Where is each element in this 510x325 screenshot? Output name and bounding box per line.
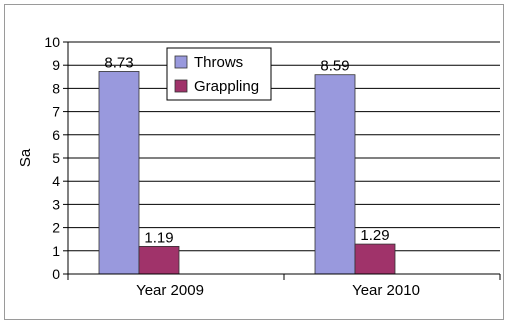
y-tick-label: 1 — [52, 243, 60, 259]
bar-throws-year-2010 — [314, 74, 356, 275]
y-tick-label: 9 — [52, 57, 60, 73]
legend-swatch-throws — [174, 55, 188, 69]
bar-throws-year-2009 — [98, 71, 140, 275]
legend-swatch-grappling — [174, 79, 188, 93]
data-label: 8.59 — [320, 58, 349, 75]
y-tick-label: 5 — [52, 150, 60, 166]
y-tick-label: 4 — [52, 173, 60, 189]
data-labels: 8.73 1.19 8.59 1.29 — [104, 54, 389, 246]
y-tick-label: 0 — [52, 266, 60, 282]
x-tick-label: Year 2009 — [136, 282, 204, 299]
y-tick-labels: 0 1 2 3 4 5 6 7 8 9 10 — [44, 34, 60, 282]
legend: Throws Grappling — [166, 47, 272, 101]
bars — [98, 71, 396, 275]
data-label: 1.19 — [144, 229, 173, 246]
bar-grappling-year-2009 — [138, 245, 180, 275]
y-tick-label: 10 — [44, 34, 60, 50]
bar-grappling-year-2010 — [354, 243, 396, 275]
axes — [63, 41, 501, 280]
legend-label-grappling: Grappling — [194, 78, 259, 95]
y-tick-label: 7 — [52, 104, 60, 120]
legend-label-throws: Throws — [194, 54, 243, 71]
y-tick-label: 8 — [52, 80, 60, 96]
y-tick-label: 2 — [52, 220, 60, 236]
data-label: 1.29 — [360, 227, 389, 244]
y-tick-label: 6 — [52, 127, 60, 143]
data-label: 8.73 — [104, 54, 133, 71]
x-tick-label: Year 2010 — [352, 282, 420, 299]
y-axis-label: Sa — [17, 148, 34, 167]
y-tick-label: 3 — [52, 196, 60, 212]
x-tick-labels: Year 2009 Year 2010 — [136, 282, 420, 299]
